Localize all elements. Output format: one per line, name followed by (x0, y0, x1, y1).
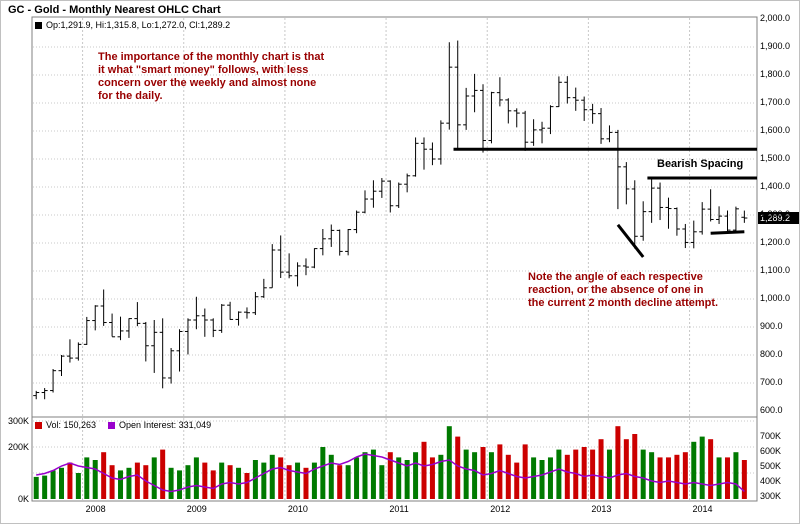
price-axis-label: 800.0 (760, 349, 783, 359)
open-interest-axis-label: 400K (760, 476, 782, 486)
open-interest-legend-swatch-icon (108, 421, 116, 429)
chart-title: GC - Gold - Monthly Nearest OHLC Chart (8, 4, 221, 16)
price-axis-label: 1,300.0 (760, 209, 791, 219)
volume-legend-swatch-icon (35, 421, 42, 429)
price-axis-label: 1,600.0 (760, 125, 791, 135)
price-axis-label: 1,700.0 (760, 97, 791, 107)
open-interest-line (36, 453, 745, 493)
annotation-smart-money: The importance of the monthly chart is t… (98, 51, 325, 102)
price-axis-label: 600.0 (760, 405, 783, 415)
x-axis-year-label: 2012 (490, 504, 511, 514)
price-axis-label: 700.0 (760, 377, 783, 387)
last-price-tag: 1,289.2 (758, 212, 799, 225)
annotation-lines (453, 147, 757, 258)
ohlc-legend: Op:1,291.9, Hi:1,315.8, Lo:1,272.0, Cl:1… (35, 20, 230, 30)
ohlc-legend-text: Op:1,291.9, Hi:1,315.8, Lo:1,272.0, Cl:1… (46, 20, 231, 30)
price-axis-label: 1,800.0 (760, 69, 791, 79)
x-axis-year-label: 2009 (186, 504, 207, 514)
volume-legend-text: Vol: 150,263 (46, 420, 97, 430)
ohlc-legend-swatch-icon (35, 21, 42, 29)
price-axis-label: 1,100.0 (760, 265, 791, 275)
price-axis-label: 1,000.0 (760, 293, 791, 303)
volume-legend: Vol: 150,263 Open Interest: 331,049 (35, 420, 211, 430)
open-interest-legend-text: Open Interest: 331,049 (119, 420, 212, 430)
ohlc-series (33, 40, 748, 400)
reaction-angle-2013 (616, 223, 645, 258)
volume-axis-label: 300K (7, 416, 29, 426)
volume-axis-label: 200K (7, 442, 29, 452)
x-axis-year-label: 2014 (692, 504, 713, 514)
open-interest-axis-label: 500K (760, 461, 782, 471)
price-pane (31, 16, 758, 418)
open-interest-axis-label: 600K (760, 446, 782, 456)
volume-axis-label: 0K (17, 494, 29, 504)
open-interest-axis-label: 300K (760, 491, 782, 501)
flat-reaction-2014 (710, 230, 745, 235)
annotation-reaction: Note the angle of each respective reacti… (528, 271, 719, 309)
price-axis-label: 1,900.0 (760, 41, 791, 51)
price-axis-label: 2,000.0 (760, 13, 791, 23)
x-axis-year-label: 2011 (389, 504, 409, 514)
x-axis-year-label: 2008 (85, 504, 106, 514)
price-axis-label: 1,200.0 (760, 237, 791, 247)
open-interest-axis-label: 700K (760, 431, 782, 441)
x-axis-year-label: 2013 (591, 504, 612, 514)
x-axis-year-label: 2010 (287, 504, 308, 514)
price-axis-label: 1,500.0 (760, 153, 791, 163)
price-axis-label: 900.0 (760, 321, 783, 331)
price-axis-label: 1,400.0 (760, 181, 791, 191)
bearish-spacing-label: Bearish Spacing (657, 158, 744, 170)
